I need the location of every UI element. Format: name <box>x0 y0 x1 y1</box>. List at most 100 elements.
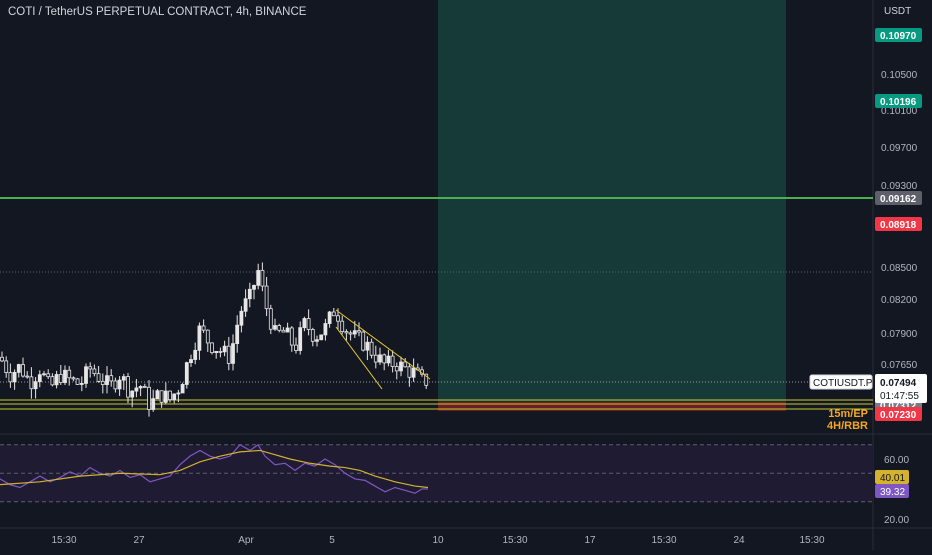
candle <box>8 363 13 388</box>
candle <box>344 329 349 341</box>
candle-body <box>239 310 244 326</box>
candle-body <box>126 376 130 398</box>
candle-body <box>403 361 408 368</box>
candle <box>142 383 147 388</box>
price-tick-label: 0.08200 <box>881 295 918 306</box>
price-tick-label: 0.09700 <box>881 143 918 154</box>
time-tick-label: 24 <box>733 535 745 546</box>
candle <box>243 289 248 317</box>
candle <box>201 319 206 333</box>
candle-body <box>411 367 416 378</box>
price-tick-label: 0.07650 <box>881 360 918 371</box>
candle <box>197 322 202 360</box>
candle-body <box>361 331 366 351</box>
time-tick-label: 27 <box>133 535 145 546</box>
candle-body <box>210 342 214 353</box>
candle <box>71 376 76 382</box>
candle <box>54 370 59 389</box>
upper-target-badge: 0.10970 <box>880 31 917 42</box>
candle-body <box>197 325 202 351</box>
candle-body <box>348 332 353 335</box>
candle-body <box>134 387 139 392</box>
candle-body <box>256 270 261 286</box>
rsi-ma-badge: 40.01 <box>880 473 905 484</box>
candle <box>172 393 177 404</box>
candle-body <box>277 325 282 331</box>
candle <box>277 323 282 333</box>
price-tick-label: 0.09300 <box>881 181 918 192</box>
rsi-tick-60: 60.00 <box>884 455 909 466</box>
candle-body <box>88 366 93 370</box>
candle-body <box>281 329 286 333</box>
candle-body <box>109 375 114 382</box>
stop-badge-bg <box>875 217 922 231</box>
candle-body <box>226 345 231 364</box>
candle <box>222 340 227 357</box>
target-badge-bg <box>875 94 922 108</box>
candle-body <box>302 318 307 329</box>
candle-body <box>289 327 294 346</box>
candle-body <box>33 381 38 390</box>
candle-body <box>151 398 156 410</box>
time-tick-label: 5 <box>329 535 335 546</box>
candle <box>180 382 185 394</box>
candle-body <box>344 331 349 334</box>
candle <box>189 354 193 367</box>
candle <box>84 363 88 388</box>
candle <box>126 372 130 404</box>
rsi-ma-badge-bg <box>875 470 909 484</box>
candle-body <box>58 374 63 383</box>
candle <box>382 353 387 371</box>
candle-body <box>399 361 403 372</box>
candle-body <box>357 330 361 333</box>
candle-body <box>390 355 395 367</box>
candle <box>96 365 101 383</box>
candle-body <box>235 324 240 345</box>
candle <box>130 390 135 408</box>
candle-body <box>369 341 374 356</box>
candle-body <box>37 374 42 383</box>
candle <box>4 356 9 378</box>
candle <box>252 284 256 300</box>
candle-body <box>0 356 4 362</box>
candle-body <box>25 375 30 378</box>
candles <box>0 262 429 417</box>
candle-body <box>142 386 147 388</box>
candle-body <box>424 373 429 386</box>
candle-body <box>365 341 370 351</box>
candle <box>79 376 84 392</box>
candle <box>264 277 269 317</box>
candle-body <box>75 378 80 385</box>
candle <box>378 347 382 365</box>
candle-body <box>231 343 235 364</box>
candle <box>163 382 168 404</box>
candle <box>67 366 72 386</box>
candle <box>155 389 160 400</box>
candle-body <box>4 360 9 373</box>
resistance-badge: 0.09162 <box>880 194 917 205</box>
candle-body <box>222 345 227 353</box>
price-tick-label: 0.10500 <box>881 70 918 81</box>
target-zone <box>438 0 786 402</box>
candle <box>138 385 143 397</box>
candle <box>42 370 46 377</box>
target-badge: 0.10196 <box>880 97 917 108</box>
candle <box>134 378 139 398</box>
candle-body <box>184 362 189 385</box>
candle <box>315 335 319 347</box>
candle <box>289 326 294 352</box>
candle-body <box>394 366 399 372</box>
candle <box>357 322 361 337</box>
candle-body <box>159 390 164 403</box>
candle <box>121 373 126 390</box>
candle <box>50 373 55 387</box>
candle-body <box>252 284 256 290</box>
candle <box>33 377 38 399</box>
time-tick-label: 15:30 <box>502 535 527 546</box>
candle-body <box>67 369 72 379</box>
candle <box>205 329 210 352</box>
entry-badge: 0.07312 <box>880 401 917 412</box>
candle <box>58 364 63 385</box>
candle-body <box>331 311 336 317</box>
